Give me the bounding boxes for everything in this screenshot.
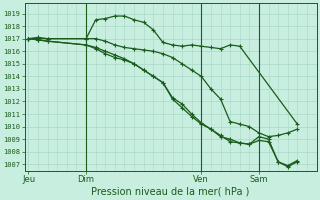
X-axis label: Pression niveau de la mer( hPa ): Pression niveau de la mer( hPa )	[92, 187, 250, 197]
